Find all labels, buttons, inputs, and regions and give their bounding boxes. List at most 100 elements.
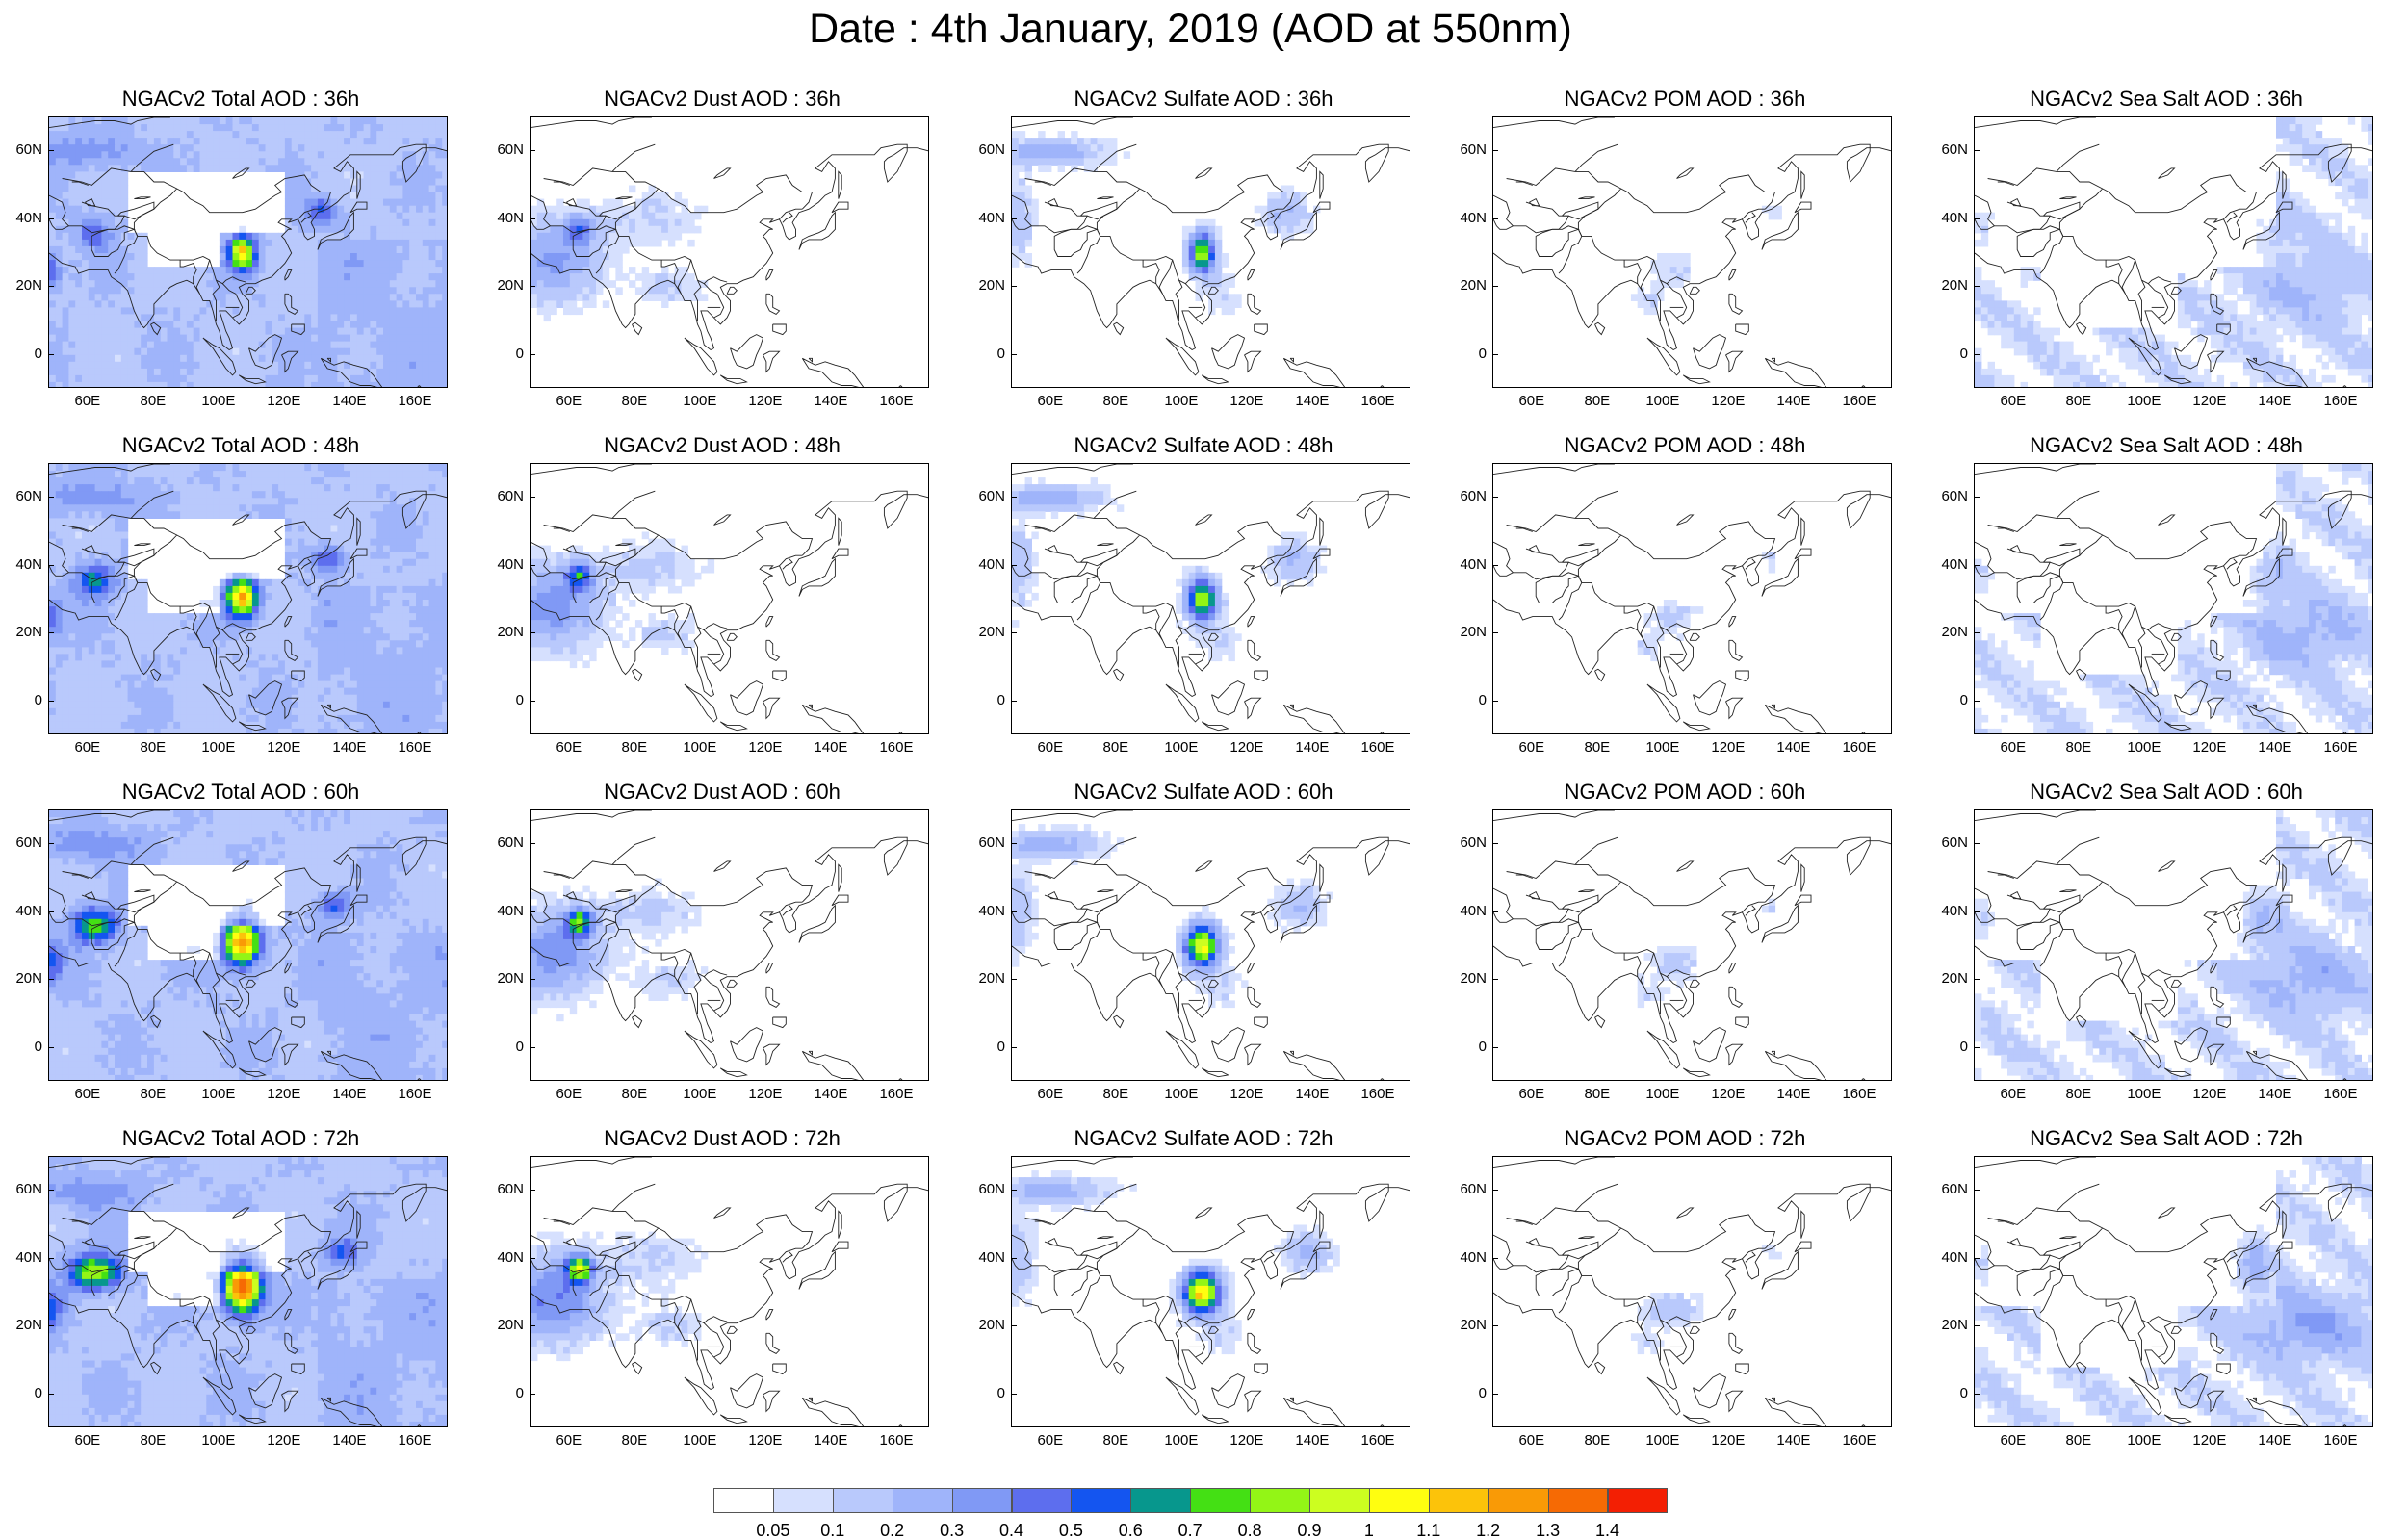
map-outline	[1114, 322, 1124, 334]
y-tick-mark	[48, 150, 54, 151]
aod-cell	[63, 294, 69, 301]
aod-cell	[56, 321, 63, 329]
aod-cell	[2230, 382, 2237, 388]
aod-cell	[2302, 307, 2309, 315]
aod-cell	[128, 273, 135, 281]
aod-cell	[82, 504, 89, 512]
aod-cell	[2059, 342, 2066, 349]
aod-cell	[89, 369, 95, 376]
aod-cell	[292, 593, 298, 601]
aod-cell	[187, 369, 194, 376]
aod-cell	[442, 240, 448, 247]
aod-cell	[1975, 273, 1981, 281]
aod-cell	[292, 526, 298, 533]
aod-cell	[108, 504, 115, 512]
aod-cell	[272, 131, 278, 139]
aod-cell	[213, 144, 220, 152]
aod-cell	[1677, 260, 1684, 268]
aod-cell	[82, 144, 89, 152]
aod-cell	[200, 294, 207, 301]
aod-cell	[226, 307, 233, 315]
aod-cell	[2027, 335, 2033, 343]
aod-cell	[423, 559, 429, 567]
aod-cell	[324, 532, 331, 540]
aod-cell	[416, 566, 423, 574]
aod-cell	[304, 504, 311, 512]
aod-cell	[2080, 375, 2086, 383]
aod-cell	[364, 219, 371, 227]
aod-cell	[200, 328, 207, 336]
aod-cell	[173, 117, 180, 125]
aod-cell	[2197, 300, 2204, 308]
aod-cell	[2040, 342, 2047, 349]
aod-cell	[423, 171, 429, 179]
aod-cell	[544, 246, 551, 254]
aod-cell	[390, 532, 397, 540]
aod-cell	[2014, 348, 2021, 356]
aod-cell	[531, 240, 537, 247]
aod-cell	[2342, 199, 2348, 207]
aod-cell	[2197, 328, 2204, 336]
aod-cell	[2368, 260, 2373, 268]
aod-cell	[2368, 369, 2373, 376]
map-outline	[1624, 260, 1641, 284]
aod-cell	[376, 484, 383, 492]
aod-cell	[246, 498, 252, 505]
aod-cell	[128, 280, 135, 288]
aod-cell	[2217, 375, 2224, 383]
aod-cell	[435, 273, 442, 281]
aod-cell	[350, 158, 357, 166]
aod-cell	[95, 375, 102, 383]
aod-cell	[2119, 348, 2126, 356]
aod-cell	[429, 117, 436, 125]
aod-cell	[344, 206, 350, 214]
aod-cell	[292, 280, 298, 288]
aod-cell	[2322, 226, 2329, 234]
aod-cell	[383, 539, 390, 547]
aod-cell	[344, 307, 350, 315]
aod-cell	[2159, 382, 2165, 388]
aod-cell	[63, 539, 69, 547]
aod-cell	[402, 186, 409, 193]
aod-cell	[2007, 335, 2014, 343]
aod-cell	[2066, 369, 2073, 376]
aod-cell	[442, 586, 448, 594]
aod-cell	[661, 226, 668, 234]
map-outline	[615, 197, 632, 199]
aod-cell	[416, 498, 423, 505]
aod-cell	[101, 144, 108, 152]
aod-cell	[2159, 335, 2165, 343]
aod-cell	[266, 355, 272, 363]
aod-cell	[402, 559, 409, 567]
aod-cell	[2309, 375, 2316, 383]
aod-cell	[2047, 342, 2054, 349]
aod-cell	[180, 498, 187, 505]
aod-cell	[2322, 321, 2329, 329]
aod-cell	[429, 226, 436, 234]
aod-cell	[1267, 219, 1274, 227]
aod-cell	[278, 586, 285, 594]
aod-cell	[56, 219, 63, 227]
aod-cell	[402, 300, 409, 308]
aod-cell	[304, 342, 311, 349]
aod-cell	[383, 566, 390, 574]
aod-cell	[383, 355, 390, 363]
aod-cell	[82, 260, 89, 268]
aod-cell	[272, 382, 278, 388]
aod-cell	[259, 579, 266, 587]
aod-cell	[82, 171, 89, 179]
aod-cell	[206, 273, 213, 281]
aod-cell	[246, 586, 252, 594]
aod-cell	[429, 546, 436, 553]
aod-cell	[337, 138, 344, 145]
aod-cell	[2361, 307, 2368, 315]
aod-cell	[220, 477, 226, 485]
aod-cell	[2295, 287, 2302, 295]
aod-cell	[2316, 355, 2322, 363]
aod-cell	[324, 464, 331, 472]
aod-cell	[2007, 307, 2014, 315]
aod-cell	[304, 287, 311, 295]
map-outline	[1513, 202, 1568, 233]
aod-cell	[318, 471, 324, 478]
aod-cell	[416, 328, 423, 336]
